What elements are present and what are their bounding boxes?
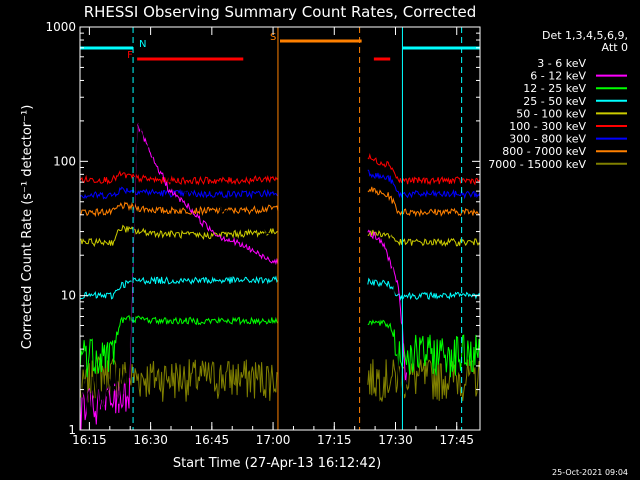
x-tick-label-0: 16:15 (72, 433, 107, 447)
flag-label-S: S (270, 32, 276, 43)
x-axis: 16:15 16:30 16:45 17:00 17:15 17:30 17:45 (72, 27, 474, 447)
legend-label-1: 6 - 12 keV (530, 70, 586, 83)
series-line-0 (79, 118, 407, 413)
x-tick-label-1: 16:30 (133, 433, 168, 447)
legend-label-0: 3 - 6 keV (537, 57, 586, 70)
plot-frame (79, 26, 481, 431)
x-tick-label-2: 16:45 (195, 433, 230, 447)
legend-label-7: 800 - 7000 keV (502, 145, 586, 158)
legend-header-line-1: Det 1,3,4,5,6,9, (542, 29, 628, 42)
plot-area: NF S (79, 27, 481, 430)
y-tick-label-0: 1 (68, 423, 76, 437)
flag-label-N: N (139, 39, 146, 50)
y-tick-label-1: 10 (61, 289, 76, 303)
legend-label-8: 7000 - 15000 keV (488, 158, 586, 171)
y-tick-label-3: 1000 (45, 20, 76, 34)
x-axis-label: Start Time (27-Apr-13 16:12:42) (173, 456, 381, 471)
legend-label-6: 300 - 800 keV (509, 133, 586, 146)
y-axis: 1 10 100 1000 (45, 20, 480, 437)
x-tick-label-4: 17:15 (317, 433, 352, 447)
series-line-1 (79, 122, 407, 430)
x-tick-label-3: 17:00 (256, 433, 291, 447)
legend-label-3: 25 - 50 keV (523, 95, 586, 108)
y-axis-label: Corrected Count Rate (s⁻¹ detector⁻¹) (20, 105, 35, 350)
legend-header-line-2: Att 0 (602, 41, 628, 54)
chart-title: RHESSI Observing Summary Count Rates, Co… (84, 3, 477, 21)
x-tick-label-5: 17:30 (378, 433, 413, 447)
footer-date: 25-Oct-2021 09:04 (552, 468, 628, 477)
series-line-3 (79, 275, 481, 302)
legend-label-5: 100 - 300 keV (509, 120, 586, 133)
legend-label-2: 12 - 25 keV (523, 82, 586, 95)
y-tick-label-2: 100 (53, 154, 76, 168)
x-tick-label-6: 17:45 (439, 433, 474, 447)
flag-label-F: F (127, 50, 133, 61)
series-line-7 (79, 186, 481, 218)
legend-label-4: 50 - 100 keV (516, 107, 586, 120)
